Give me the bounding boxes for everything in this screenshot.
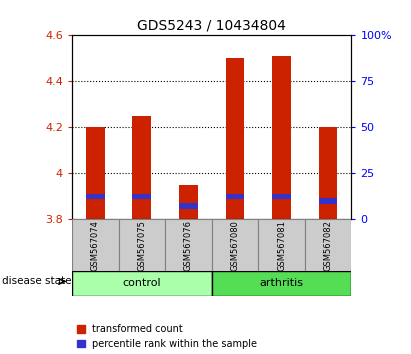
Bar bbox=[226, 58, 244, 219]
Bar bbox=[226, 194, 244, 199]
Title: GDS5243 / 10434804: GDS5243 / 10434804 bbox=[137, 19, 286, 33]
Text: GSM567074: GSM567074 bbox=[91, 220, 100, 270]
Bar bbox=[179, 203, 198, 209]
Bar bbox=[272, 194, 291, 199]
Bar bbox=[272, 56, 291, 219]
Bar bbox=[179, 185, 198, 219]
Text: GSM567080: GSM567080 bbox=[231, 220, 240, 270]
Bar bbox=[165, 219, 212, 271]
Bar bbox=[86, 127, 104, 219]
Bar bbox=[305, 219, 351, 271]
Text: GSM567082: GSM567082 bbox=[323, 220, 332, 270]
Bar bbox=[319, 127, 337, 219]
Bar bbox=[118, 219, 165, 271]
Text: disease state: disease state bbox=[2, 276, 72, 286]
Bar bbox=[212, 271, 351, 296]
Bar bbox=[212, 219, 258, 271]
Bar bbox=[72, 271, 212, 296]
Text: arthritis: arthritis bbox=[259, 278, 304, 288]
Bar bbox=[132, 194, 151, 199]
Text: GSM567081: GSM567081 bbox=[277, 220, 286, 270]
Bar bbox=[132, 116, 151, 219]
Bar bbox=[86, 194, 104, 199]
Text: GSM567076: GSM567076 bbox=[184, 219, 193, 271]
Text: GSM567075: GSM567075 bbox=[137, 220, 146, 270]
Legend: transformed count, percentile rank within the sample: transformed count, percentile rank withi… bbox=[77, 324, 257, 349]
Bar bbox=[258, 219, 305, 271]
Text: control: control bbox=[122, 278, 161, 288]
Bar bbox=[72, 219, 118, 271]
Bar bbox=[319, 198, 337, 204]
